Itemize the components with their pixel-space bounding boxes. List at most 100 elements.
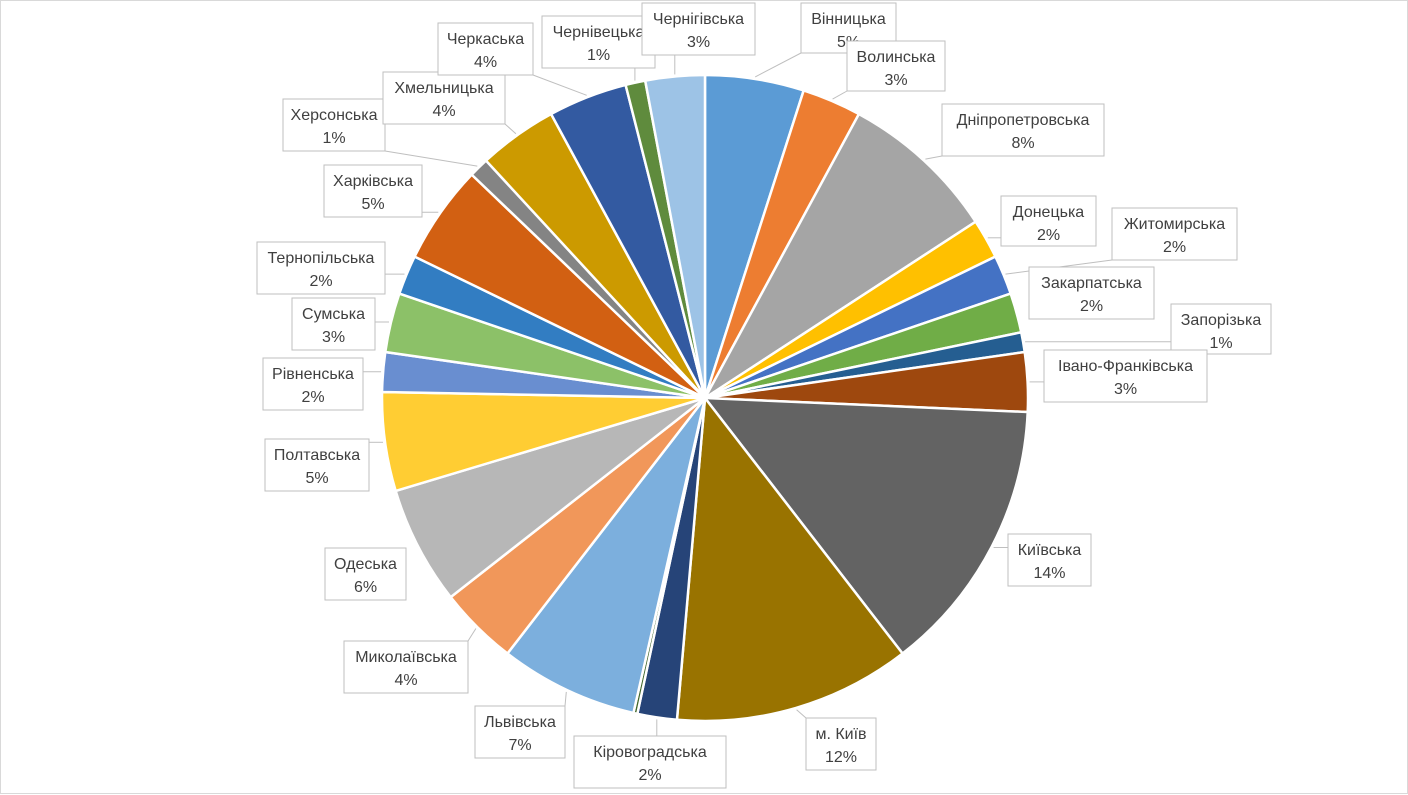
percent-label: 2% bbox=[638, 767, 661, 784]
label-box bbox=[324, 547, 407, 601]
leader-line-хмельницька bbox=[504, 123, 517, 135]
leader-line-миколаївська bbox=[467, 628, 477, 642]
category-label: Черкаська bbox=[447, 31, 524, 48]
data-label-черкаська: Черкаська 4% bbox=[437, 22, 534, 76]
pie-slice-дніпропетровська bbox=[703, 112, 978, 400]
percent-label: 14% bbox=[1033, 565, 1065, 582]
category-label: Львівська bbox=[484, 714, 556, 731]
label-box bbox=[1000, 195, 1097, 247]
label-box bbox=[437, 22, 534, 76]
label-box bbox=[474, 705, 566, 759]
category-label: Миколаївська bbox=[355, 649, 457, 666]
category-label: Сумська bbox=[302, 306, 365, 323]
pie-slice-львівська bbox=[505, 397, 707, 715]
percent-label: 1% bbox=[587, 47, 610, 64]
label-box bbox=[323, 164, 423, 218]
percent-label: 2% bbox=[1037, 227, 1060, 244]
data-label-дніпропетровська: Дніпропетровська 8% bbox=[941, 103, 1105, 157]
category-label: Кіровоградська bbox=[593, 744, 707, 761]
data-label-одеська: Одеська 6% bbox=[324, 547, 407, 601]
percent-label: 2% bbox=[1163, 239, 1186, 256]
percent-label: 4% bbox=[474, 54, 497, 71]
percent-label: 3% bbox=[884, 72, 907, 89]
pie-slice-чернігівська bbox=[643, 73, 707, 399]
label-box bbox=[1043, 349, 1208, 403]
data-label-івано-франківська: Івано-Франківська 3% bbox=[1043, 349, 1208, 403]
category-label: Закарпатська bbox=[1041, 275, 1142, 292]
percent-label: 7% bbox=[508, 737, 531, 754]
category-label: Тернопільська bbox=[268, 250, 375, 267]
data-label-чернігівська: Чернігівська 3% bbox=[641, 2, 756, 56]
label-box bbox=[1111, 207, 1238, 261]
category-label: Київська bbox=[1018, 542, 1082, 559]
data-label-харківська: Харківська 5% bbox=[323, 164, 423, 218]
category-label: Вінницька bbox=[811, 11, 886, 28]
category-label: Чернігівська bbox=[653, 11, 744, 28]
label-box bbox=[641, 2, 756, 56]
label-box bbox=[846, 40, 946, 92]
leader-line-львівська bbox=[564, 691, 567, 707]
percent-label: 4% bbox=[432, 103, 455, 120]
percent-label: 3% bbox=[687, 34, 710, 51]
pie-slice-м-київ bbox=[675, 394, 905, 723]
category-label: Чернівецька bbox=[553, 24, 645, 41]
category-label: Запорізька bbox=[1181, 312, 1262, 329]
category-label: Одеська bbox=[334, 556, 397, 573]
label-box bbox=[573, 735, 727, 789]
data-label-запорізька: Запорізька 1% bbox=[1170, 303, 1272, 355]
data-label-житомирська: Житомирська 2% bbox=[1111, 207, 1238, 261]
label-box bbox=[343, 640, 469, 694]
percent-label: 3% bbox=[322, 329, 345, 346]
percent-label: 6% bbox=[354, 579, 377, 596]
data-label-м-київ: м. Київ 12% bbox=[805, 717, 877, 771]
data-label-сумська: Сумська 3% bbox=[291, 297, 376, 351]
data-label-хмельницька: Хмельницька 4% bbox=[382, 71, 506, 125]
percent-label: 12% bbox=[825, 749, 857, 766]
percent-label: 3% bbox=[1114, 381, 1137, 398]
data-label-донецька: Донецька 2% bbox=[1000, 195, 1097, 247]
pie-slice-київська bbox=[702, 396, 1030, 656]
label-box bbox=[291, 297, 376, 351]
label-box bbox=[262, 357, 364, 411]
percent-label: 2% bbox=[301, 389, 324, 406]
label-box bbox=[264, 438, 370, 492]
category-label: Полтавська bbox=[274, 447, 360, 464]
leader-line-вінницька bbox=[754, 52, 802, 78]
label-box bbox=[541, 15, 656, 69]
percent-label: 5% bbox=[361, 196, 384, 213]
data-label-львівська: Львівська 7% bbox=[474, 705, 566, 759]
data-label-волинська: Волинська 3% bbox=[846, 40, 946, 92]
label-box bbox=[256, 241, 386, 295]
label-box bbox=[282, 98, 386, 152]
category-label: Волинська bbox=[857, 49, 936, 66]
data-label-чернівецька: Чернівецька 1% bbox=[541, 15, 656, 69]
label-box bbox=[805, 717, 877, 771]
label-box bbox=[1007, 533, 1092, 587]
category-label: м. Київ bbox=[815, 726, 866, 743]
label-box bbox=[382, 71, 506, 125]
leader-line-волинська bbox=[832, 90, 848, 100]
category-label: Рівненська bbox=[272, 366, 354, 383]
data-label-закарпатська: Закарпатська 2% bbox=[1028, 266, 1155, 320]
category-label: Донецька bbox=[1013, 204, 1085, 221]
category-label: Херсонська bbox=[291, 107, 378, 124]
category-label: Івано-Франківська bbox=[1058, 358, 1193, 375]
percent-label: 5% bbox=[305, 470, 328, 487]
data-label-херсонська: Херсонська 1% bbox=[282, 98, 386, 152]
leader-line-дніпропетровська bbox=[925, 155, 943, 160]
data-label-кіровоградська: Кіровоградська 2% bbox=[573, 735, 727, 789]
data-label-рівненська: Рівненська 2% bbox=[262, 357, 364, 411]
category-label: Хмельницька bbox=[394, 80, 493, 97]
category-label: Дніпропетровська bbox=[957, 112, 1090, 129]
data-label-полтавська: Полтавська 5% bbox=[264, 438, 370, 492]
category-label: Харківська bbox=[333, 173, 413, 190]
percent-label: 1% bbox=[1209, 335, 1232, 352]
data-label-миколаївська: Миколаївська 4% bbox=[343, 640, 469, 694]
data-label-київська: Київська 14% bbox=[1007, 533, 1092, 587]
pie-slices bbox=[380, 73, 1030, 723]
leader-line-херсонська bbox=[384, 150, 478, 167]
pie-slice-одеська bbox=[394, 396, 706, 599]
label-box bbox=[1028, 266, 1155, 320]
